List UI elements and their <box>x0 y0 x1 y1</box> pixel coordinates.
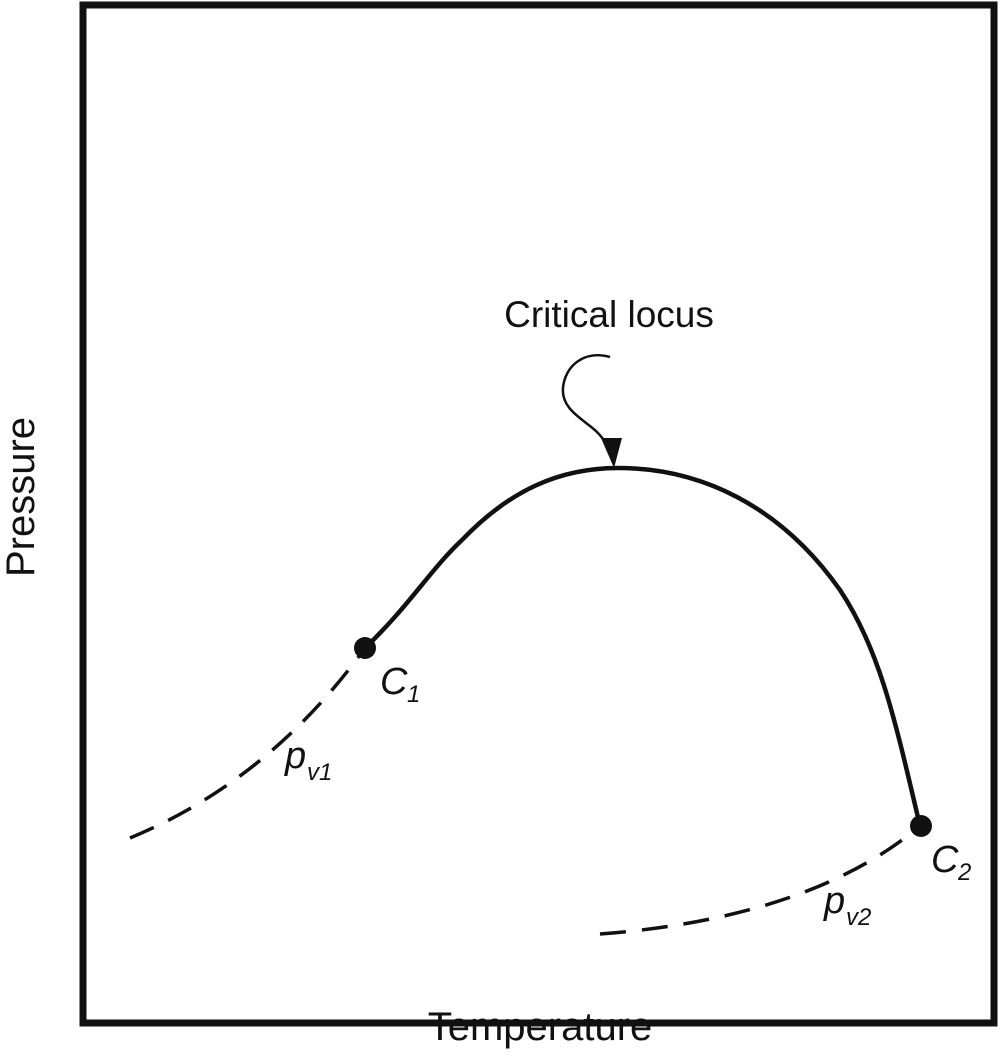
pv1-label-symbol: p <box>284 735 306 777</box>
pv1-label-subscript: v1 <box>307 759 332 786</box>
c2-label-symbol: C <box>931 839 959 881</box>
annotation-arrowhead <box>601 438 622 468</box>
c2-label-subscript: 2 <box>957 859 971 886</box>
x-axis-label: Temperature <box>428 1005 653 1049</box>
vapor-pressure-curve-1 <box>129 646 367 840</box>
y-axis-label: Pressure <box>0 417 43 577</box>
plot-frame <box>79 1 998 1027</box>
pv2-label-subscript: v2 <box>846 904 871 931</box>
critical-locus-curve <box>362 465 923 829</box>
c1-label-subscript: 1 <box>407 681 420 708</box>
vapor-pressure-curve-2 <box>599 824 922 936</box>
c1-label-symbol: C <box>380 661 408 703</box>
critical-locus-label: Critical locus <box>504 294 714 335</box>
critical-point-c2 <box>910 815 932 837</box>
critical-point-c1 <box>354 637 376 659</box>
pv2-label-symbol: p <box>823 880 845 922</box>
